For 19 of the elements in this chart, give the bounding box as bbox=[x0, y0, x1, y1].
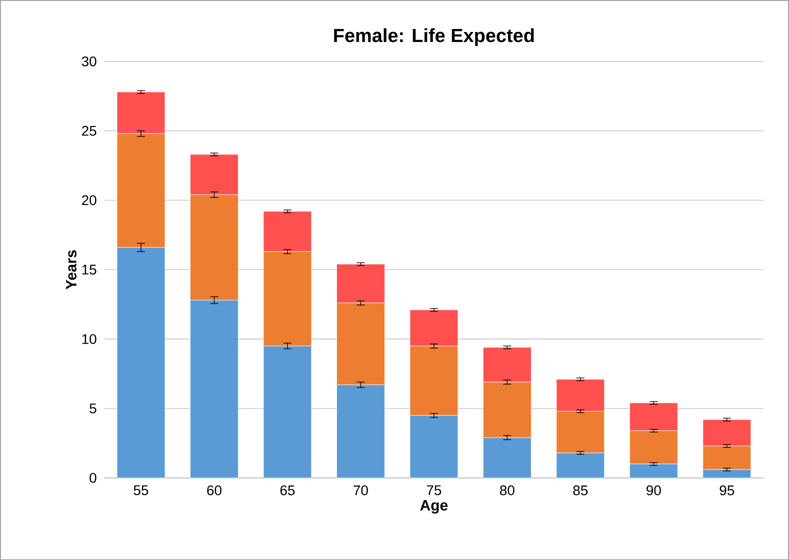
x-tick-label: 55 bbox=[134, 485, 148, 496]
x-tick-label: 80 bbox=[500, 485, 514, 496]
chart-title: Female: Life Expected bbox=[334, 28, 534, 46]
y-tick-label: 25 bbox=[82, 126, 96, 136]
x-tick-label: 70 bbox=[354, 485, 368, 496]
x-tick-label: 95 bbox=[720, 485, 734, 496]
x-tick-label: 90 bbox=[646, 485, 661, 496]
y-tick-label: 5 bbox=[90, 403, 96, 414]
x-tick-label: 65 bbox=[280, 485, 295, 496]
x-tick-label: 60 bbox=[207, 485, 222, 496]
y-tick-label: 15 bbox=[82, 264, 96, 274]
x-axis-title: Age bbox=[420, 500, 448, 514]
y-tick-label: 20 bbox=[82, 195, 96, 206]
x-tick-label: 85 bbox=[573, 485, 588, 496]
y-tick-label: 10 bbox=[82, 334, 96, 344]
y-axis-title: Years bbox=[66, 250, 76, 290]
y-tick-label: 0 bbox=[90, 472, 96, 483]
y-tick-label: 30 bbox=[82, 56, 96, 66]
x-tick-label: 75 bbox=[426, 485, 442, 496]
